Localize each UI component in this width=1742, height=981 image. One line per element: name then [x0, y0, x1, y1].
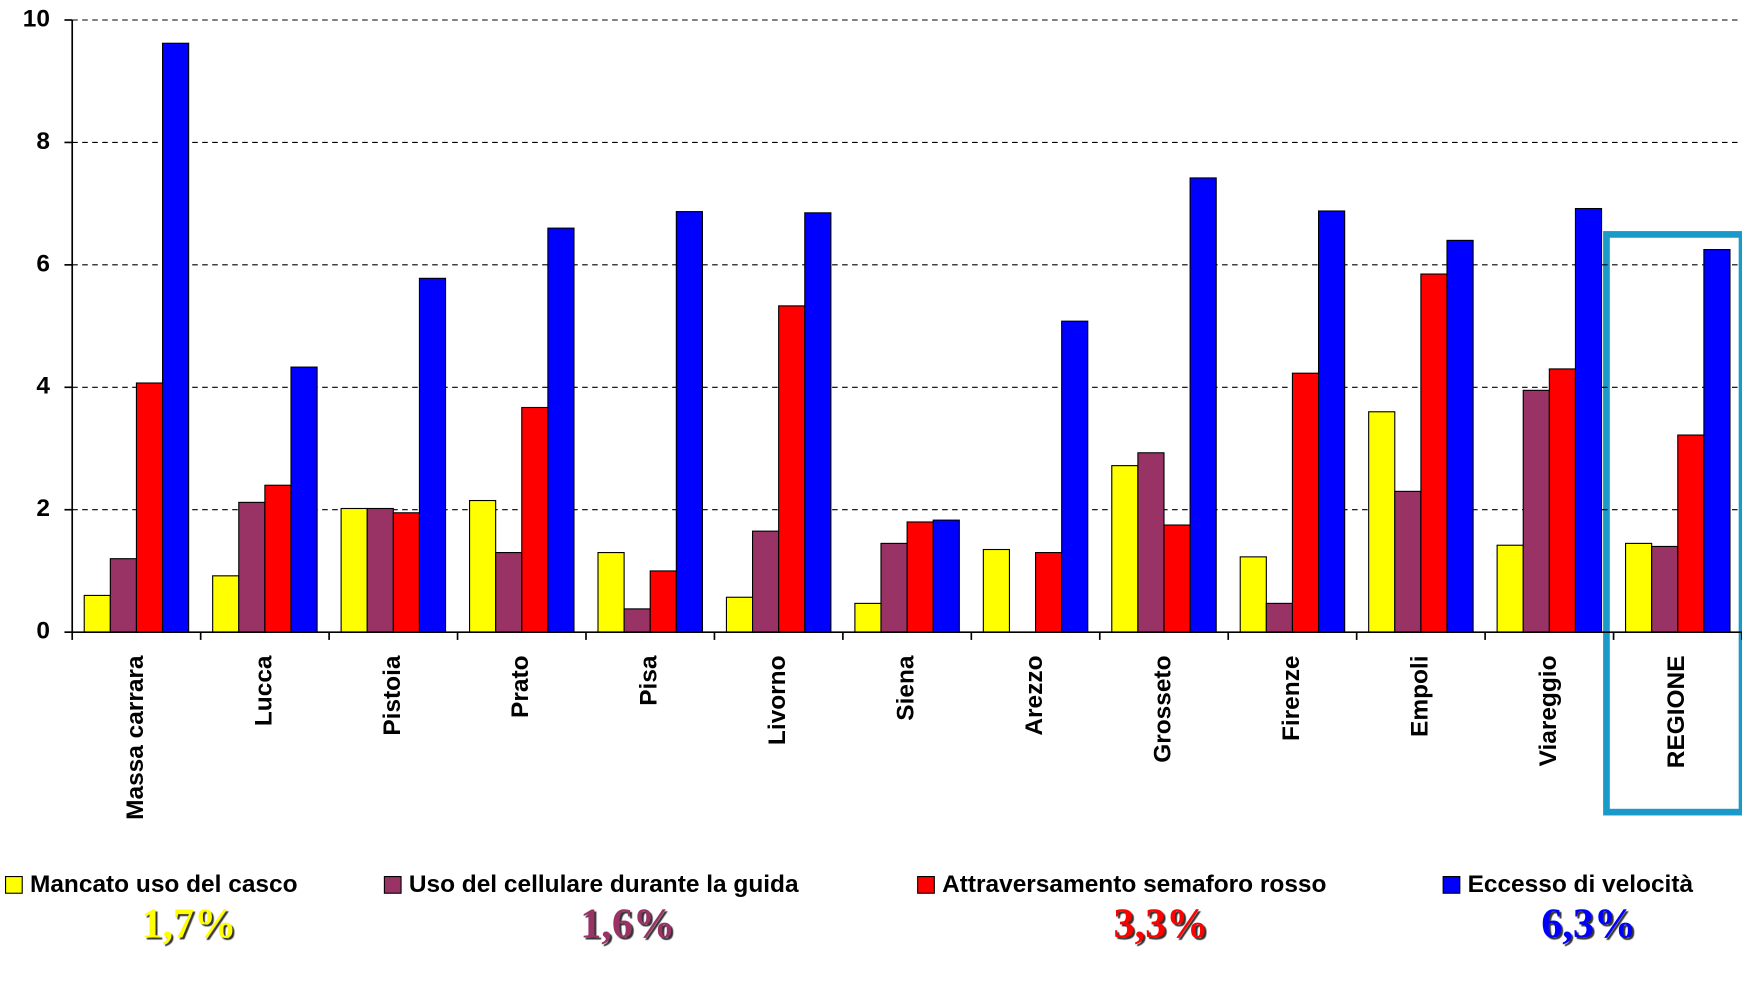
bar: [1625, 542, 1653, 633]
bar: [161, 42, 190, 633]
bar: [1111, 465, 1139, 633]
bar: [495, 552, 523, 633]
y-tick-label: 8: [36, 128, 50, 155]
bar: [649, 570, 677, 633]
x-tick-label: Empoli: [1406, 655, 1433, 736]
bar: [982, 548, 1010, 633]
bar: [751, 530, 780, 633]
x-tick-label: Siena: [893, 655, 920, 721]
y-tick-label: 4: [36, 373, 50, 400]
x-tick-label: Grosseto: [1149, 655, 1176, 762]
bar: [392, 512, 420, 633]
y-tick-label: 10: [23, 5, 50, 32]
legend-swatch: [917, 876, 935, 894]
bar: [725, 596, 754, 633]
bar: [1677, 434, 1705, 633]
bar: [906, 521, 934, 633]
annotation: 1,7%: [141, 900, 236, 947]
bar: [1574, 207, 1603, 633]
bar: [340, 507, 368, 633]
bar: [468, 499, 497, 633]
bar: [880, 542, 908, 633]
bar: [1420, 273, 1448, 633]
bar: [1189, 177, 1217, 633]
x-tick-label: Arezzo: [1021, 655, 1048, 735]
bar: [238, 501, 266, 633]
y-tick-label: 6: [36, 250, 50, 277]
bar: [135, 382, 164, 633]
legend-swatch: [383, 876, 402, 894]
bar: [1368, 411, 1396, 633]
legend-label: Mancato uso del casco: [30, 871, 298, 898]
x-tick-label: Pistoia: [379, 655, 406, 736]
bar: [264, 484, 292, 633]
bar: [1034, 552, 1063, 633]
x-tick-label: Massa carrara: [122, 655, 149, 820]
bar: [83, 594, 111, 633]
x-tick-label: Viareggio: [1535, 655, 1562, 766]
legend-swatch: [4, 876, 23, 894]
bar: [1522, 389, 1550, 633]
bar: [521, 406, 549, 633]
bar: [1317, 210, 1346, 633]
bar: [932, 519, 960, 633]
bar: [1061, 320, 1089, 633]
bar: [675, 211, 703, 633]
bar: [1137, 452, 1165, 633]
bar: [290, 366, 318, 633]
bar: [1548, 368, 1576, 633]
bar: [366, 507, 394, 633]
annotation: 6,3%: [1541, 900, 1636, 947]
legend-label: Eccesso di velocità: [1468, 871, 1694, 898]
legend-label: Uso del cellulare durante la guida: [409, 871, 799, 898]
bar: [1239, 556, 1267, 633]
annotation: 3,3%: [1113, 900, 1208, 947]
x-tick-label: Pisa: [636, 655, 663, 706]
x-tick-label: REGIONE: [1663, 655, 1690, 768]
highlight-box: [1603, 231, 1742, 816]
bar: [418, 277, 447, 633]
bar: [854, 602, 882, 633]
bar: [547, 227, 575, 633]
bar: [1651, 545, 1679, 633]
bar: [1394, 490, 1422, 633]
legend-label: Attraversamento semaforo rosso: [942, 871, 1326, 898]
bar: [1163, 524, 1191, 633]
y-tick-label: 0: [36, 618, 50, 645]
annotation: 1,6%: [580, 900, 675, 947]
bar: [778, 305, 806, 633]
bar: [597, 552, 625, 633]
bar: [804, 212, 832, 633]
bar: [623, 608, 651, 633]
x-tick-label: Prato: [507, 655, 534, 717]
bar: [1291, 372, 1320, 633]
bar: [212, 575, 240, 633]
x-tick-label: Firenze: [1278, 655, 1305, 741]
bar: [1703, 249, 1731, 633]
x-tick-label: Lucca: [250, 655, 277, 726]
bar: [1265, 602, 1293, 633]
x-tick-label: Livorno: [764, 655, 791, 745]
legend-swatch: [1442, 876, 1461, 894]
y-tick-label: 2: [36, 495, 50, 522]
bar: [1446, 239, 1474, 633]
bar: [109, 558, 137, 633]
bar: [1496, 544, 1524, 633]
